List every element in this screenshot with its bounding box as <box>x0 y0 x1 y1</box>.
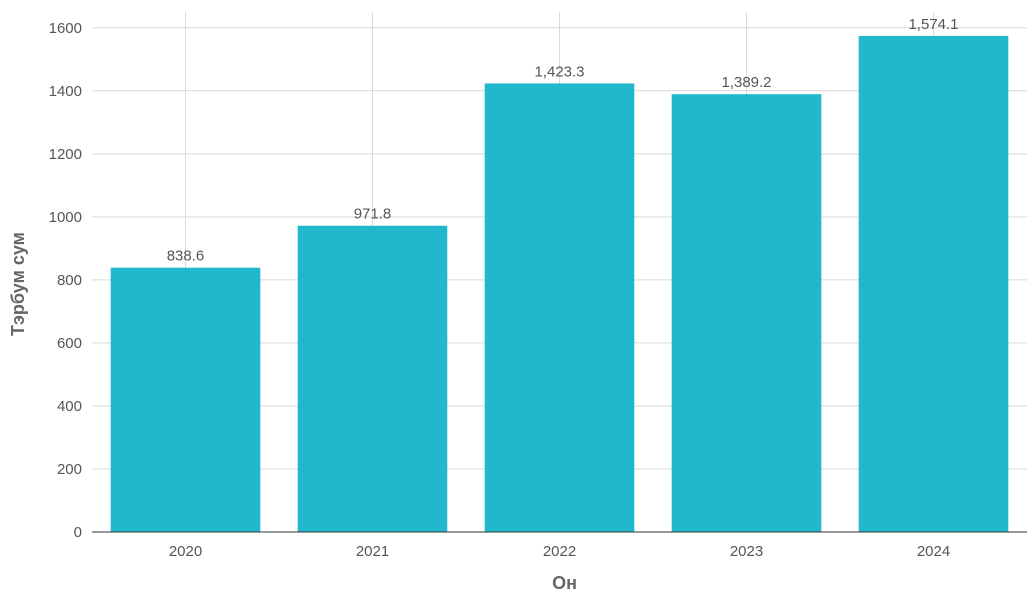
x-tick-label: 2022 <box>543 543 576 560</box>
y-tick-label: 600 <box>57 335 82 352</box>
bar-2020 <box>110 267 261 532</box>
y-tick-label: 1400 <box>49 83 82 100</box>
bar-2024 <box>858 35 1009 533</box>
bar-2022 <box>484 83 635 532</box>
data-label-2023: 1,389.2 <box>721 74 771 91</box>
x-tick-label: 2021 <box>356 543 389 560</box>
y-tick-label: 0 <box>74 524 82 541</box>
y-tick-label: 200 <box>57 461 82 478</box>
data-label-2020: 838.6 <box>167 248 205 265</box>
y-tick-label: 400 <box>57 398 82 415</box>
bars <box>110 35 1009 533</box>
data-label-2021: 971.8 <box>354 206 392 223</box>
data-labels: 838.6 971.8 1,423.3 1,389.2 1,574.1 <box>167 16 959 265</box>
x-axis-ticks: 2020 2021 2022 2023 2024 <box>169 543 950 560</box>
bar-2021 <box>297 225 448 532</box>
x-tick-label: 2024 <box>917 543 950 560</box>
data-label-2024: 1,574.1 <box>908 16 958 33</box>
y-tick-label: 1200 <box>49 146 82 163</box>
y-tick-label: 1600 <box>49 20 82 37</box>
y-axis-title: Тэрбум сум <box>8 232 28 336</box>
y-axis-ticks: 0 200 400 600 800 1000 1200 1400 1600 <box>49 20 82 541</box>
y-tick-label: 1000 <box>49 209 82 226</box>
x-axis-title: Он <box>552 573 577 591</box>
data-label-2022: 1,423.3 <box>534 63 584 80</box>
x-tick-label: 2020 <box>169 543 202 560</box>
bar-2023 <box>671 94 822 532</box>
x-tick-label: 2023 <box>730 543 763 560</box>
y-tick-label: 800 <box>57 272 82 289</box>
